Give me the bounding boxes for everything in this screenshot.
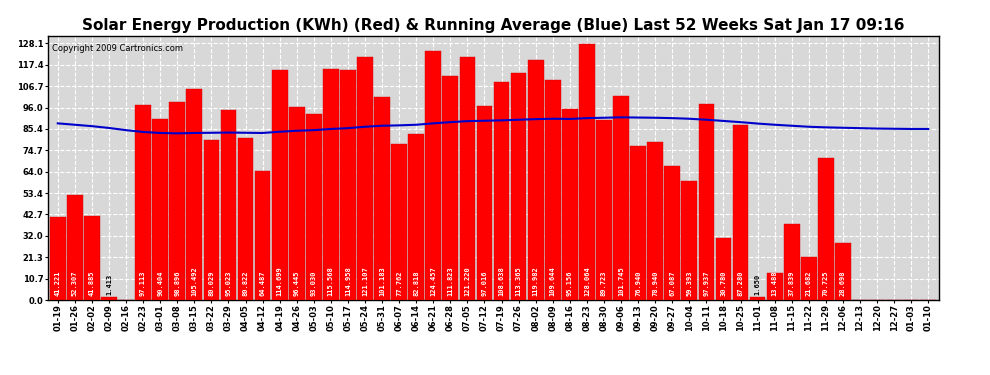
Text: 115.568: 115.568 [328,266,334,296]
Bar [374,98,390,300]
Text: 87.280: 87.280 [738,270,743,296]
Text: 67.087: 67.087 [669,270,675,296]
Text: 121.220: 121.220 [464,266,470,296]
Text: 70.725: 70.725 [823,270,829,296]
Text: 21.682: 21.682 [806,270,812,296]
Text: 28.698: 28.698 [840,270,845,296]
Text: 96.445: 96.445 [294,270,300,296]
Text: 78.940: 78.940 [652,270,658,296]
Bar [426,51,442,300]
Bar [681,181,697,300]
Text: 93.030: 93.030 [311,270,317,296]
Bar [341,70,355,300]
Bar [408,134,424,300]
Bar [544,80,560,300]
Text: 113.365: 113.365 [516,266,522,296]
Text: 101.183: 101.183 [379,266,385,296]
Bar [238,138,253,300]
Bar [528,60,544,300]
Bar [579,44,595,300]
Text: 97.016: 97.016 [481,270,487,296]
Text: 41.221: 41.221 [54,270,60,296]
Text: 98.896: 98.896 [174,270,180,296]
Bar [716,238,732,300]
Bar [818,158,834,300]
Bar [562,110,578,300]
Text: 80.029: 80.029 [208,270,215,296]
Bar [169,102,185,300]
Bar [101,297,117,300]
Text: 97.937: 97.937 [703,270,710,296]
Text: 30.780: 30.780 [721,270,727,296]
Bar [84,216,100,300]
Text: 95.023: 95.023 [226,270,232,296]
Text: 128.064: 128.064 [584,266,590,296]
Text: 114.699: 114.699 [276,266,283,296]
Text: 80.822: 80.822 [243,270,248,296]
Text: 105.492: 105.492 [191,266,197,296]
Text: 108.638: 108.638 [499,266,505,296]
Bar [306,114,322,300]
Bar [664,166,680,300]
Text: 1.413: 1.413 [106,274,112,295]
Text: 41.885: 41.885 [89,270,95,296]
Text: 111.823: 111.823 [447,266,453,296]
Text: 114.958: 114.958 [345,266,350,296]
Bar [443,76,458,300]
Text: 82.818: 82.818 [413,270,419,296]
Bar [204,140,219,300]
Text: Copyright 2009 Cartronics.com: Copyright 2009 Cartronics.com [51,44,183,52]
Bar [767,273,782,300]
Bar [289,107,305,300]
Bar [801,256,817,300]
Text: 37.839: 37.839 [789,270,795,296]
Text: 76.940: 76.940 [636,270,642,296]
Bar [749,297,765,300]
Text: 121.107: 121.107 [362,266,368,296]
Bar [323,69,339,300]
Bar [631,146,645,300]
Title: Solar Energy Production (KWh) (Red) & Running Average (Blue) Last 52 Weeks Sat J: Solar Energy Production (KWh) (Red) & Ru… [82,18,904,33]
Bar [67,195,83,300]
Text: 124.457: 124.457 [431,266,437,296]
Text: 1.650: 1.650 [754,273,760,295]
Bar [476,106,492,300]
Bar [596,120,612,300]
Bar [494,82,510,300]
Text: 89.723: 89.723 [601,270,607,296]
Text: 109.644: 109.644 [549,266,555,296]
Text: 77.762: 77.762 [396,270,402,296]
Text: 13.488: 13.488 [771,270,778,296]
Text: 52.307: 52.307 [72,270,78,296]
Bar [221,110,237,300]
Bar [647,142,663,300]
Bar [836,243,850,300]
Bar [784,224,800,300]
Text: 64.487: 64.487 [259,270,265,296]
Text: 95.156: 95.156 [567,270,573,296]
Text: 101.745: 101.745 [618,266,624,296]
Text: 119.982: 119.982 [533,266,539,296]
Bar [613,96,629,300]
Text: 90.404: 90.404 [157,270,163,296]
Bar [391,144,407,300]
Bar [152,119,168,300]
Bar [136,105,150,300]
Text: 59.393: 59.393 [686,270,692,296]
Bar [272,70,287,300]
Bar [254,171,270,300]
Bar [699,104,714,300]
Bar [733,125,748,300]
Bar [459,57,475,300]
Bar [50,217,65,300]
Bar [357,57,373,300]
Bar [186,89,202,300]
Bar [511,73,527,300]
Text: 97.113: 97.113 [141,270,147,296]
